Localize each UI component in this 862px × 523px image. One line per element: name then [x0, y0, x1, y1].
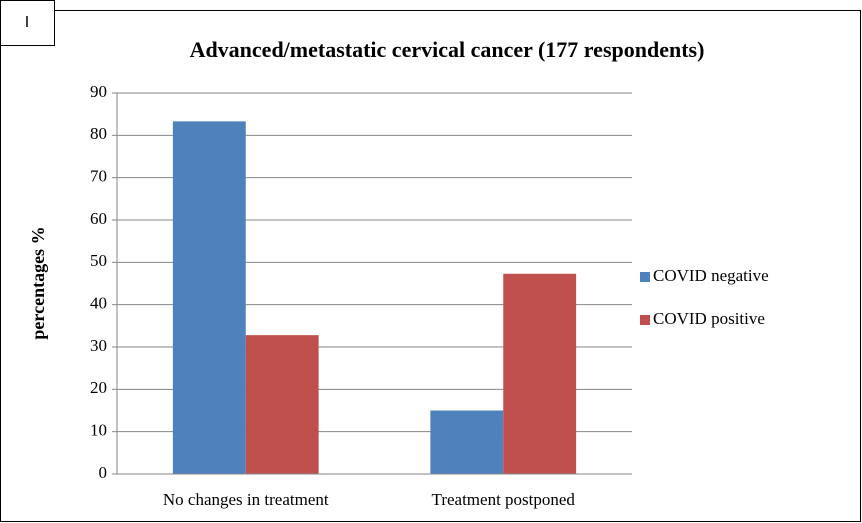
- bar: [245, 335, 319, 474]
- chart-title: Advanced/metastatic cervical cancer (177…: [190, 37, 705, 62]
- y-tick-label: 20: [90, 378, 107, 397]
- legend-swatch: [640, 315, 650, 325]
- bar: [503, 273, 577, 474]
- legend-label: COVID negative: [653, 266, 769, 285]
- y-tick-label: 60: [90, 209, 107, 228]
- y-axis-label: percentages %: [28, 226, 48, 339]
- y-tick-label: 10: [90, 421, 107, 440]
- bar: [430, 410, 504, 474]
- y-tick-label: 70: [90, 167, 107, 186]
- y-tick-label: 0: [99, 463, 108, 482]
- panel-box: [0, 0, 55, 46]
- x-tick-label: No changes in treatment: [163, 490, 329, 509]
- y-tick-label: 40: [90, 294, 107, 313]
- legend-label: COVID positive: [653, 309, 765, 328]
- frame: [0, 10, 861, 522]
- y-tick-label: 90: [90, 82, 107, 101]
- y-tick-label: 50: [90, 251, 107, 270]
- x-tick-label: Treatment postponed: [432, 490, 576, 509]
- bar: [172, 121, 246, 474]
- y-tick-label: 80: [90, 124, 107, 143]
- y-tick-label: 30: [90, 336, 107, 355]
- legend-swatch: [640, 272, 650, 282]
- panel-label: I: [25, 14, 29, 31]
